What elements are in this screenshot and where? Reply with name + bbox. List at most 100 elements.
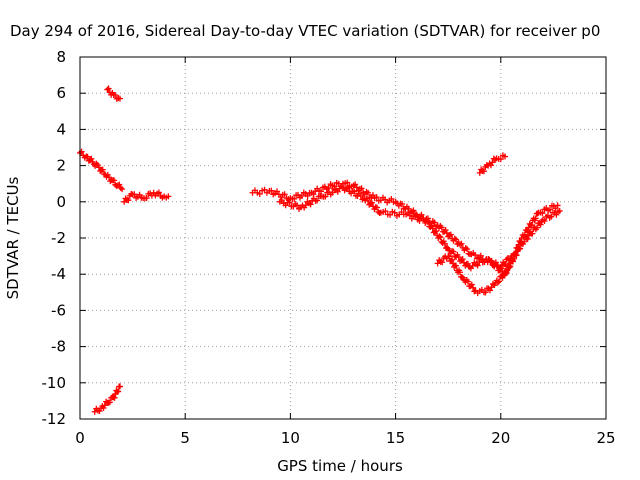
data-point <box>88 155 95 162</box>
data-point <box>420 216 427 223</box>
tick-labels: 0 5 10 15 20 25 -12 -10 -8 -6 -4 -2 0 2 4 6 8 <box>42 48 616 447</box>
data-point <box>373 204 380 211</box>
data-point <box>428 222 435 229</box>
data-point <box>529 230 536 237</box>
y-tick-label: -6 <box>51 301 66 319</box>
x-tick-label: 0 <box>75 429 85 447</box>
data-point <box>256 190 263 197</box>
data-point <box>494 279 501 286</box>
data-point <box>357 192 364 199</box>
data-point <box>472 252 479 259</box>
data-point <box>115 388 122 395</box>
data-point <box>554 202 561 209</box>
data-point <box>382 208 389 215</box>
data-point <box>165 193 172 200</box>
data-point <box>278 197 285 204</box>
data-point <box>334 188 341 195</box>
data-point <box>358 185 365 192</box>
x-tick-label: 10 <box>281 429 300 447</box>
data-point <box>459 256 466 263</box>
data-point <box>286 199 293 206</box>
data-point <box>143 195 150 202</box>
data-point <box>116 383 123 390</box>
data-point <box>368 199 375 206</box>
data-point <box>450 248 457 255</box>
series-segment-e <box>249 179 563 279</box>
data-point <box>131 191 138 198</box>
data-point <box>534 224 541 231</box>
y-tick-label: -8 <box>51 338 66 356</box>
data-point <box>344 184 351 191</box>
data-point <box>487 257 494 264</box>
data-point <box>412 212 419 219</box>
data-point <box>464 278 471 285</box>
series-segment-c <box>104 85 123 102</box>
data-point <box>524 236 531 243</box>
data-point <box>456 269 463 276</box>
series-segment-b <box>121 189 172 205</box>
series-segment-g <box>434 202 561 297</box>
data-point <box>447 231 454 238</box>
data-point <box>449 256 456 263</box>
data-point <box>500 272 507 279</box>
data-point <box>514 244 521 251</box>
data-point <box>116 181 123 188</box>
data-point <box>455 254 462 261</box>
data-point <box>111 177 118 184</box>
data-point <box>364 197 371 204</box>
data-point <box>521 231 528 238</box>
data-point <box>438 224 445 231</box>
data-point <box>298 192 305 199</box>
data-point <box>344 179 351 186</box>
y-tick-label: 4 <box>56 120 66 138</box>
data-point <box>468 281 475 288</box>
data-point <box>436 233 443 240</box>
data-point <box>125 197 132 204</box>
chart-title: Day 294 of 2016, Sidereal Day-to-day VTE… <box>10 22 600 40</box>
x-tick-label: 25 <box>596 429 615 447</box>
data-point <box>496 278 503 285</box>
data-point <box>458 274 465 281</box>
y-tick-label: 6 <box>56 84 66 102</box>
data-point <box>314 197 321 204</box>
data-point <box>399 200 406 207</box>
data-points <box>77 85 563 415</box>
data-point <box>532 215 539 222</box>
data-point <box>464 260 471 267</box>
x-tick-label: 20 <box>491 429 510 447</box>
data-point <box>373 194 380 201</box>
data-point <box>353 184 360 191</box>
data-point <box>329 189 336 196</box>
data-point <box>469 262 476 269</box>
data-point <box>518 238 525 245</box>
data-point <box>480 168 487 175</box>
x-axis-title: GPS time / hours <box>277 457 403 475</box>
data-point <box>425 218 432 225</box>
data-point <box>106 399 113 406</box>
data-point <box>528 222 535 229</box>
data-point <box>429 225 436 232</box>
data-point <box>499 274 506 281</box>
data-point <box>99 166 106 173</box>
y-axis-title: SDTVAR / TECUs <box>4 176 22 299</box>
series-segment-a <box>77 148 126 193</box>
data-point <box>84 153 91 160</box>
data-point <box>502 268 509 275</box>
data-point <box>539 210 546 217</box>
data-point <box>497 156 504 163</box>
y-tick-label: 8 <box>56 48 66 66</box>
data-point <box>514 245 521 252</box>
x-tick-label: 5 <box>180 429 190 447</box>
data-point <box>434 260 441 267</box>
data-point <box>431 219 438 226</box>
data-point <box>307 201 314 208</box>
data-point <box>446 253 453 260</box>
data-point <box>302 202 309 209</box>
grid <box>80 57 606 419</box>
data-point <box>537 221 544 228</box>
plot-frame <box>79 56 607 420</box>
data-point <box>100 405 107 412</box>
data-point <box>442 226 449 233</box>
data-point <box>441 240 448 247</box>
